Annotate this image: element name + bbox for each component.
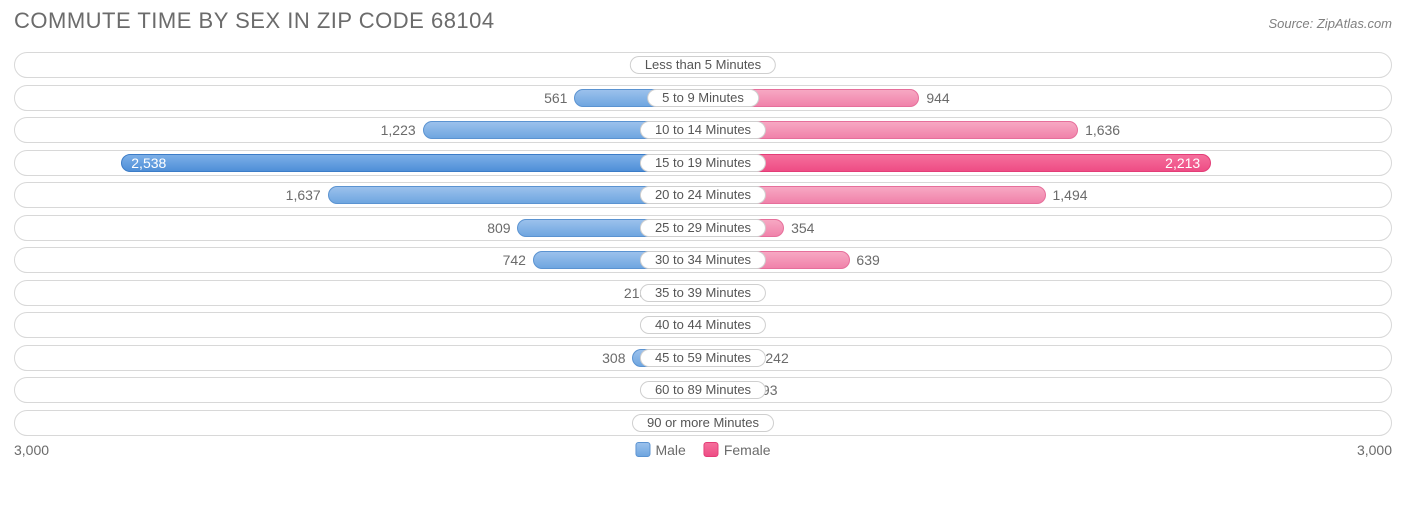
female-bar: [703, 154, 1211, 172]
category-label: 15 to 19 Minutes: [640, 154, 766, 172]
chart-row: 213035 to 39 Minutes: [14, 280, 1392, 306]
female-swatch-icon: [704, 442, 719, 457]
male-value: 308: [602, 346, 625, 370]
female-value: 242: [765, 346, 788, 370]
chart-row: 434190 or more Minutes: [14, 410, 1392, 436]
female-value: 944: [926, 86, 949, 110]
male-value: 1,223: [381, 118, 416, 142]
axis-max-left: 3,000: [14, 442, 49, 458]
category-label: 5 to 9 Minutes: [647, 89, 759, 107]
chart-row: 742 639 30 to 34 Minutes: [14, 247, 1392, 273]
chart-row: 2,538 2,213 15 to 19 Minutes: [14, 150, 1392, 176]
male-value: 1,637: [286, 183, 321, 207]
chart-row: 1,637 1,494 20 to 24 Minutes: [14, 182, 1392, 208]
category-label: 60 to 89 Minutes: [640, 381, 766, 399]
category-label: 45 to 59 Minutes: [640, 349, 766, 367]
category-label: 30 to 34 Minutes: [640, 251, 766, 269]
category-label: 35 to 39 Minutes: [640, 284, 766, 302]
chart-row: 1256240 to 44 Minutes: [14, 312, 1392, 338]
male-swatch-icon: [635, 442, 650, 457]
male-value: 2,538: [131, 151, 166, 175]
category-label: 25 to 29 Minutes: [640, 219, 766, 237]
male-bar: [121, 154, 703, 172]
source-attribution: Source: ZipAtlas.com: [1268, 16, 1392, 31]
diverging-bar-chart: 100176Less than 5 Minutes 561 944 5 to 9 Mi…: [14, 52, 1392, 436]
category-label: 90 or more Minutes: [632, 414, 774, 432]
female-value: 2,213: [1165, 151, 1200, 175]
chart-row: 100176Less than 5 Minutes: [14, 52, 1392, 78]
chart-row: 308 24245 to 59 Minutes: [14, 345, 1392, 371]
legend-item-male: Male: [635, 442, 685, 458]
female-value: 1,636: [1085, 118, 1120, 142]
male-value: 742: [503, 248, 526, 272]
category-label: Less than 5 Minutes: [630, 56, 776, 74]
legend-item-female: Female: [704, 442, 771, 458]
category-label: 40 to 44 Minutes: [640, 316, 766, 334]
legend-female-label: Female: [724, 442, 771, 458]
legend: Male Female: [635, 442, 770, 458]
female-value: 1,494: [1053, 183, 1088, 207]
chart-row: 809 354 25 to 29 Minutes: [14, 215, 1392, 241]
chart-row: 561 944 5 to 9 Minutes: [14, 85, 1392, 111]
male-value: 561: [544, 86, 567, 110]
axis-max-right: 3,000: [1357, 442, 1392, 458]
chart-title: COMMUTE TIME BY SEX IN ZIP CODE 68104: [14, 8, 495, 34]
male-value: 809: [487, 216, 510, 240]
chart-row: 7719360 to 89 Minutes: [14, 377, 1392, 403]
category-label: 20 to 24 Minutes: [640, 186, 766, 204]
female-value: 354: [791, 216, 814, 240]
female-value: 639: [856, 248, 879, 272]
chart-row: 1,223 1,636 10 to 14 Minutes: [14, 117, 1392, 143]
category-label: 10 to 14 Minutes: [640, 121, 766, 139]
legend-male-label: Male: [655, 442, 685, 458]
